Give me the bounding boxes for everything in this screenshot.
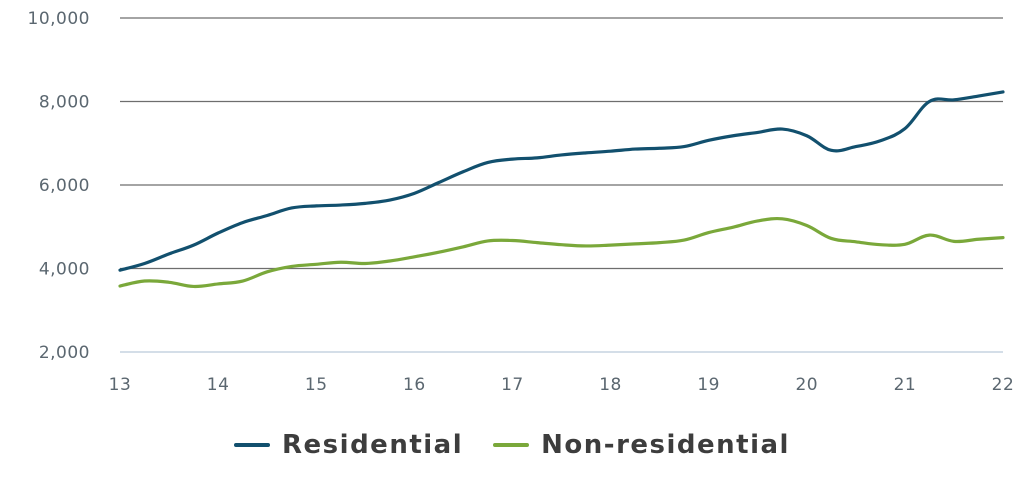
- x-tick-label: 21: [894, 375, 917, 395]
- y-tick-label: 6,000: [39, 176, 90, 196]
- series-line-residential: [118, 90, 1005, 272]
- legend-label-non-residential: Non-residential: [541, 430, 790, 460]
- y-tick-label: 2,000: [39, 343, 90, 363]
- series-line-non-residential: [118, 216, 1005, 289]
- legend-label-residential: Residential: [282, 430, 464, 460]
- x-tick-label: 13: [109, 375, 132, 395]
- x-tick-label: 16: [403, 375, 426, 395]
- y-axis-tick-labels: 2,000 4,000 6,000 8,000 10,000: [28, 9, 90, 363]
- legend-swatch-residential: [234, 443, 271, 447]
- legend-item-residential: Residential: [234, 430, 463, 460]
- x-tick-label: 17: [501, 375, 524, 395]
- x-tick-label: 18: [599, 375, 622, 395]
- series-lines: [118, 90, 1005, 289]
- y-tick-label: 4,000: [39, 260, 90, 280]
- x-axis-tick-labels: 13 14 15 16 17 18 19 20 21 22: [109, 375, 1015, 395]
- x-tick-label: 14: [207, 375, 230, 395]
- y-tick-label: 10,000: [28, 9, 90, 29]
- x-tick-label: 15: [305, 375, 328, 395]
- y-tick-label: 8,000: [39, 93, 90, 113]
- x-tick-label: 20: [795, 375, 818, 395]
- legend-swatch-non-residential: [493, 443, 530, 447]
- x-tick-label: 22: [992, 375, 1015, 395]
- gridlines: [120, 17, 1003, 353]
- x-tick-label: 19: [697, 375, 720, 395]
- legend-item-non-residential: Non-residential: [493, 430, 790, 460]
- legend: Residential Non-residential: [0, 430, 1024, 460]
